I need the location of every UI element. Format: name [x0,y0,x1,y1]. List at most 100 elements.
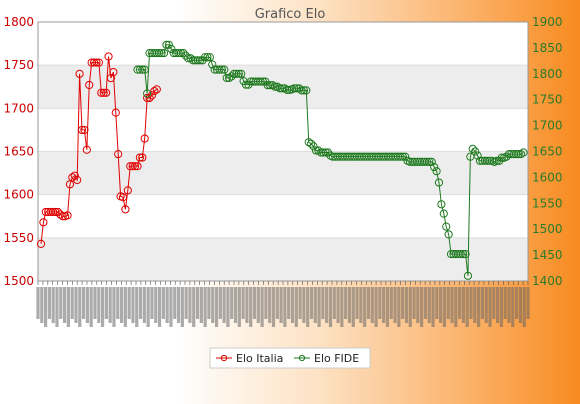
x-axis-tick-label-glyph [454,287,458,327]
x-axis-tick-label-glyph [427,287,431,323]
elo-fide-point [437,200,446,209]
x-axis-tick-label-glyph [294,287,298,327]
x-axis-tick-label-glyph [507,287,511,323]
x-axis-tick-label-glyph [226,287,230,327]
x-axis-tick-label-glyph [119,287,124,323]
x-axis-tick-label-glyph [317,287,321,327]
x-axis-tick-label-glyph [287,287,291,319]
x-axis-tick-label-glyph [397,287,401,327]
elo-italia-point [123,186,132,195]
elo-fide-point [217,65,227,74]
x-axis-tick-label-glyph [116,287,120,319]
x-axis-tick-label-glyph [112,287,116,327]
right-axis-tick-label: 1800 [532,67,563,81]
elo-fide-point [138,65,147,74]
x-axis-tick-label-glyph [431,287,435,327]
elo-fide-point [514,149,523,159]
x-axis-tick-label-glyph [370,287,374,323]
x-axis-tick-label-glyph [385,287,390,327]
elo-fide-point [208,60,217,69]
elo-italia-point [102,88,111,97]
left-axis-tick-label: 1650 [3,145,34,159]
left-axis-tick-label: 1550 [3,231,34,245]
x-axis-tick-label-glyph [435,287,439,319]
x-axis-tick-label-glyph [393,287,397,323]
x-axis-tick-label-glyph [416,287,420,323]
x-axis-tick-label-glyph [138,287,143,319]
x-axis-tick-label-glyph [188,287,192,323]
elo-fide-point [140,65,149,74]
x-axis-tick-label-glyph [161,287,165,319]
x-axis-tick-label-glyph [154,287,158,323]
elo-italia-point [143,93,152,103]
x-axis-tick-label-glyph [252,287,257,319]
x-axis-tick-label-glyph [283,287,287,327]
x-axis-tick-label-glyph [97,287,101,323]
x-axis-tick-label-glyph [165,287,169,323]
right-axis-tick-label: 1650 [532,145,563,159]
legend: Elo Italia Elo FIDE [209,347,371,369]
x-axis-tick-label-glyph [480,287,485,319]
x-axis-tick-label-glyph [503,287,507,319]
x-axis-tick-label-glyph [374,287,378,327]
elo-italia-point [109,67,118,77]
x-axis-tick-label-glyph [404,287,409,323]
x-axis-tick-label-glyph [347,287,352,323]
elo-fide-point [401,152,410,161]
x-axis-tick-label-glyph [256,287,260,323]
x-axis-tick-label-glyph [522,287,526,327]
x-axis-tick-label-glyph [279,287,283,323]
x-axis-tick-label-glyph [469,287,473,319]
x-axis-tick-label-glyph [192,287,196,327]
elo-fide-point [422,157,432,166]
right-axis-tick-label: 1550 [532,196,563,210]
x-axis-tick-label-glyph [47,287,51,319]
elo-fide-point [311,146,321,155]
x-axis-tick-label-glyph [195,287,200,319]
grid-band [38,151,528,195]
x-axis-tick-label-glyph [131,287,135,323]
x-axis-tick-label-glyph [412,287,416,319]
elo-fide-point [186,54,195,63]
elo-fide-point [176,48,185,58]
elo-fide-point [314,146,323,155]
elo-italia-point [53,207,62,217]
elo-fide-point [164,40,173,49]
x-axis-tick-label-glyph [176,287,181,323]
x-axis-tick-label-glyph [275,287,279,319]
x-axis-tick-label-glyph [401,287,405,319]
elo-fide-point [430,162,439,172]
x-axis-tick-label-glyph [85,287,89,323]
elo-fide-point [307,139,316,148]
x-axis-tick-label-glyph [332,287,336,319]
elo-italia-point [94,58,103,67]
elo-italia-point [118,193,128,202]
elo-fide-point [309,142,318,151]
elo-fide-point [304,138,313,147]
x-axis-tick-label-glyph [142,287,146,323]
elo-italia-point [39,218,48,227]
grid-band [38,237,528,281]
x-axis-tick-label-glyph [222,287,226,323]
x-axis-tick-label-glyph [157,287,162,327]
elo-fide-point [294,84,304,93]
x-axis-tick-label-glyph [218,287,222,319]
x-axis-tick-label-glyph [93,287,97,319]
x-axis-tick-label-glyph [439,287,443,323]
x-axis-tick-label-glyph [382,287,386,323]
elo-italia-point [99,88,108,97]
x-axis-tick-label-glyph [450,287,454,323]
left-axis-tick-label: 1700 [3,101,34,115]
elo-italia-point [121,205,130,214]
elo-fide-point [516,149,526,159]
x-axis-tick-label-glyph [207,287,211,319]
elo-fide-point [439,209,448,218]
x-axis-tick-label-glyph [169,287,173,327]
elo-fide-point [203,53,212,62]
x-axis-tick-label-glyph [408,287,412,327]
elo-fide-point [179,48,188,58]
elo-italia-point [68,173,77,182]
x-axis-tick-label-glyph [461,287,466,323]
x-axis-tick-label-glyph [36,287,40,319]
